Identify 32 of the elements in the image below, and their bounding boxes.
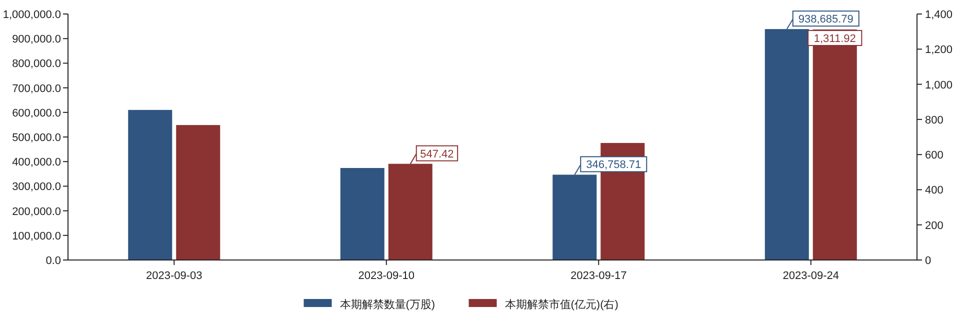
- y2-tick-label: 400: [925, 184, 944, 197]
- data-label: 1,311.92: [814, 32, 856, 45]
- y-tick-label: 900,000.0: [12, 34, 61, 46]
- data-label: 346,758.71: [586, 159, 642, 172]
- data-label: 547.42: [420, 148, 454, 160]
- y-tick-label: 500,000.0: [12, 132, 61, 144]
- bar: [176, 125, 220, 260]
- y-tick-label: 0.0: [46, 255, 61, 267]
- y-tick-label: 400,000.0: [12, 156, 61, 169]
- y-tick-label: 700,000.0: [12, 82, 61, 95]
- y2-tick-label: 0: [925, 255, 932, 267]
- y-tick-label: 600,000.0: [12, 107, 61, 120]
- x-tick-label: 2023-09-10: [358, 270, 415, 282]
- y2-tick-label: 1,200: [925, 44, 953, 56]
- y2-tick-label: 1,000: [925, 79, 953, 92]
- bar: [128, 110, 172, 260]
- y-tick-label: 100,000.0: [12, 230, 61, 242]
- y2-tick-label: 200: [925, 220, 944, 232]
- y-tick-label: 200,000.0: [12, 206, 61, 218]
- y2-tick-label: 800: [925, 114, 944, 126]
- y-tick-label: 300,000.0: [12, 181, 61, 194]
- data-label: 938,685.79: [798, 14, 854, 26]
- y-tick-label: 800,000.0: [12, 58, 61, 70]
- x-tick-label: 2023-09-17: [570, 270, 627, 282]
- legend-label: 本期解禁数量(万股): [340, 298, 436, 311]
- y2-tick-label: 1,400: [925, 9, 953, 21]
- x-tick-label: 2023-09-24: [782, 270, 840, 282]
- y2-tick-label: 600: [925, 150, 944, 162]
- x-tick-label: 2023-09-03: [146, 270, 202, 282]
- legend-label: 本期解禁市值(亿元)(右): [504, 298, 618, 311]
- bar: [340, 168, 384, 260]
- y-tick-label: 1,000,000.0: [2, 9, 61, 21]
